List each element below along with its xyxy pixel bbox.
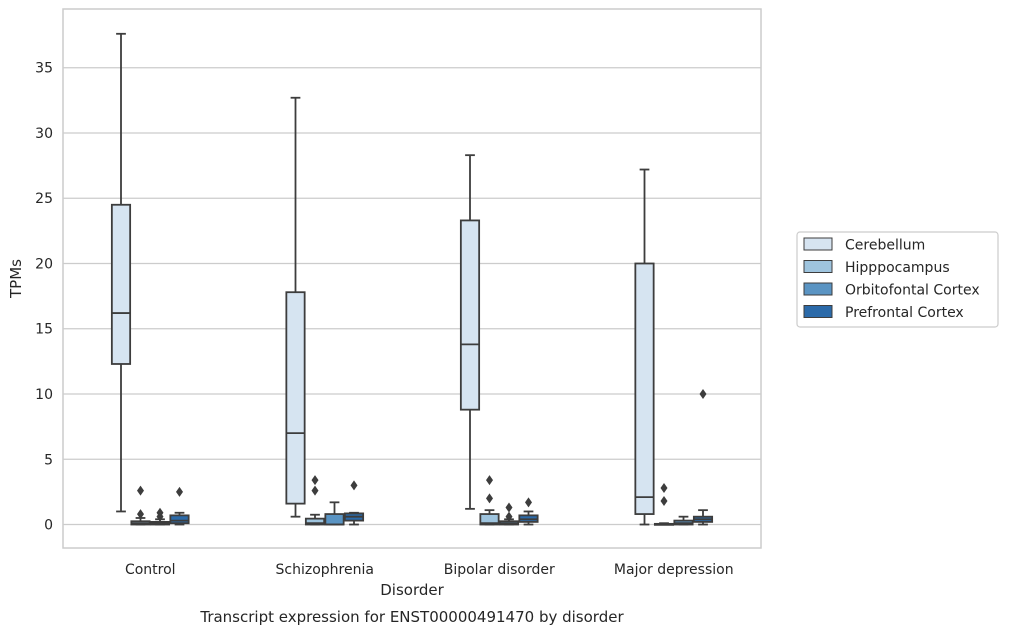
box-orbitofontal-cortex bbox=[149, 507, 171, 526]
legend-label: Prefrontal Cortex bbox=[845, 305, 964, 321]
legend-swatch bbox=[803, 282, 833, 296]
box-prefrontal-cortex bbox=[343, 480, 365, 526]
outlier-point bbox=[176, 486, 183, 497]
y-tick-label: 20 bbox=[35, 256, 53, 272]
box bbox=[304, 517, 326, 526]
outlier-point bbox=[486, 493, 493, 504]
legend-swatch bbox=[803, 305, 833, 318]
box-cerebellum bbox=[634, 168, 655, 526]
box bbox=[479, 513, 500, 526]
legend-label: Orbitofontal Cortex bbox=[845, 283, 980, 299]
outlier-point bbox=[137, 509, 144, 520]
legend-frame bbox=[796, 231, 999, 328]
y-tick-label: 30 bbox=[35, 126, 53, 142]
outlier-point bbox=[311, 485, 319, 496]
box bbox=[169, 514, 190, 525]
axes: 0 5 10 15 20 25 30 35 Control Schizophrenia Bipola… bbox=[35, 61, 733, 578]
box-groups bbox=[110, 32, 714, 526]
legend: Cerebellum Hipppocampus Orbitofontal Corte… bbox=[796, 231, 999, 328]
box-prefrontal-cortex bbox=[518, 497, 539, 526]
box bbox=[324, 513, 345, 526]
box bbox=[285, 291, 306, 505]
legend-swatch bbox=[803, 260, 833, 273]
outlier-point bbox=[156, 507, 164, 518]
box bbox=[110, 203, 132, 365]
box-hipppocampus bbox=[304, 475, 326, 526]
outlier-point bbox=[311, 475, 319, 486]
y-tick-label: 15 bbox=[35, 322, 53, 338]
legend-label: Cerebellum bbox=[845, 238, 925, 254]
box-hipppocampus bbox=[479, 475, 500, 526]
box-cerebellum bbox=[285, 96, 306, 518]
legend-swatch bbox=[803, 237, 833, 251]
plot-frame bbox=[62, 8, 762, 549]
grid-lines bbox=[63, 67, 761, 526]
outlier-point bbox=[137, 485, 144, 496]
y-tick-label: 35 bbox=[35, 61, 53, 77]
x-axis-label: Disorder bbox=[380, 581, 444, 599]
outlier-point bbox=[525, 497, 532, 508]
box-orbitofontal-cortex bbox=[324, 501, 345, 526]
outlier-point bbox=[505, 511, 513, 522]
outlier-point bbox=[350, 480, 358, 491]
y-tick-label: 0 bbox=[44, 518, 53, 534]
x-tick-label: Major depression bbox=[614, 562, 734, 578]
box-hipppocampus bbox=[130, 485, 151, 526]
y-tick-label: 5 bbox=[44, 452, 53, 468]
box-prefrontal-cortex bbox=[692, 389, 714, 526]
outlier-point bbox=[699, 389, 707, 399]
box-cerebellum bbox=[110, 32, 132, 513]
x-tick-label: Bipolar disorder bbox=[444, 562, 555, 578]
box bbox=[459, 219, 481, 411]
outlier-point bbox=[660, 482, 668, 493]
box-cerebellum bbox=[459, 154, 481, 510]
outlier-point bbox=[505, 502, 513, 513]
x-tick-label: Schizophrenia bbox=[276, 562, 374, 578]
y-tick-label: 10 bbox=[35, 387, 53, 403]
y-axis-label: TPMs bbox=[7, 259, 25, 299]
box-orbitofontal-cortex bbox=[673, 515, 694, 526]
box-hipppocampus bbox=[653, 482, 675, 526]
x-tick-label: Control bbox=[125, 562, 176, 578]
chart-caption: Transcript expression for ENST0000049147… bbox=[199, 608, 624, 626]
legend-label: Hipppocampus bbox=[845, 260, 950, 276]
box-orbitofontal-cortex bbox=[498, 502, 520, 526]
outlier-point bbox=[660, 496, 668, 507]
box-prefrontal-cortex bbox=[169, 486, 190, 526]
box bbox=[634, 262, 655, 515]
outlier-point bbox=[486, 475, 493, 486]
y-tick-label: 25 bbox=[35, 191, 53, 207]
